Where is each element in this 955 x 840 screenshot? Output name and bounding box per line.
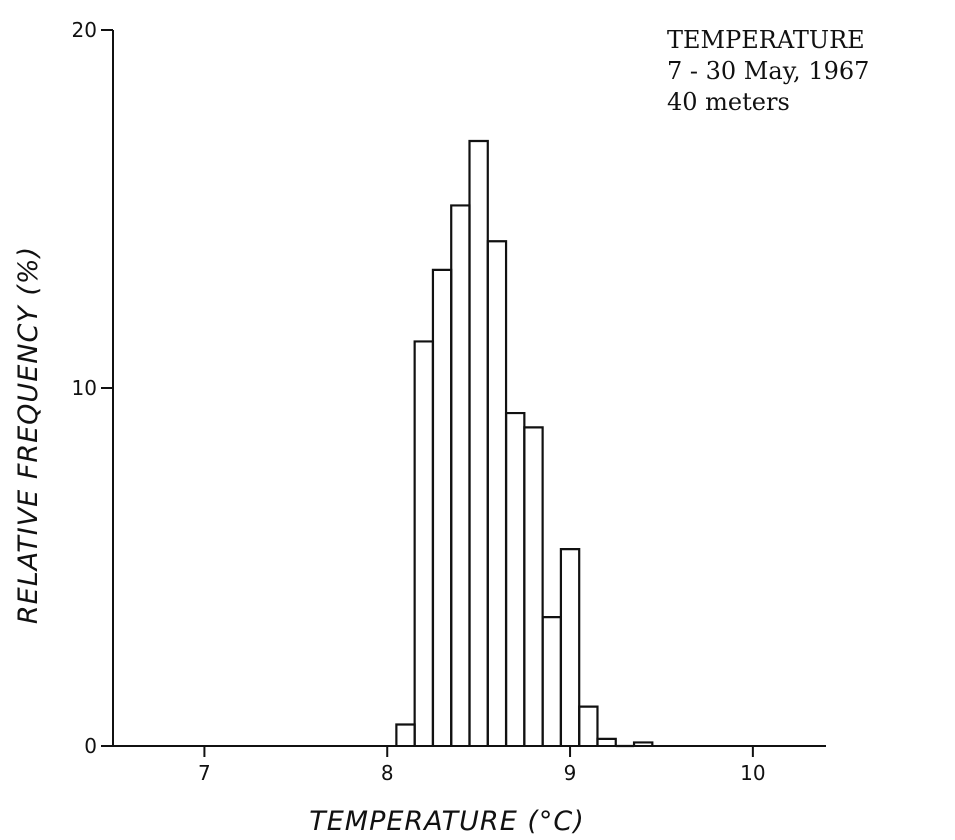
annotation-line-2: 7 - 30 May, 1967 [667,57,869,85]
histogram-bar [395,723,416,746]
histogram-bar [450,204,471,746]
histogram-bar [504,411,526,746]
histogram-bar [523,426,544,746]
y-tick-label: 10 [72,376,97,400]
histogram-bar [541,616,563,746]
histogram-bar [486,240,508,746]
x-tick-label: 9 [564,761,577,785]
histogram-bar [632,741,654,746]
y-tick-label: 20 [72,18,97,42]
annotation-block: TEMPERATURE 7 - 30 May, 1967 40 meters [667,26,869,116]
x-axis-title: TEMPERATURE (°C) [309,806,585,837]
histogram-bars [395,139,654,748]
histogram-bar [468,139,489,746]
annotation-line-3: 40 meters [667,88,790,116]
histogram-bar [413,340,435,746]
annotation-line-1: TEMPERATURE [667,26,865,54]
histogram-bar [559,548,581,746]
x-tick-label: 10 [740,761,765,785]
axis-ticks: 0 10 20 7 8 9 10 [72,18,766,785]
x-tick-label: 7 [198,761,211,785]
y-tick-label: 0 [84,734,97,758]
histogram-bar [578,705,599,746]
x-tick-label: 8 [381,761,394,785]
y-axis-title: RELATIVE FREQUENCY (%) [13,246,44,624]
histogram-bar [596,737,617,746]
histogram-bar [431,268,453,746]
